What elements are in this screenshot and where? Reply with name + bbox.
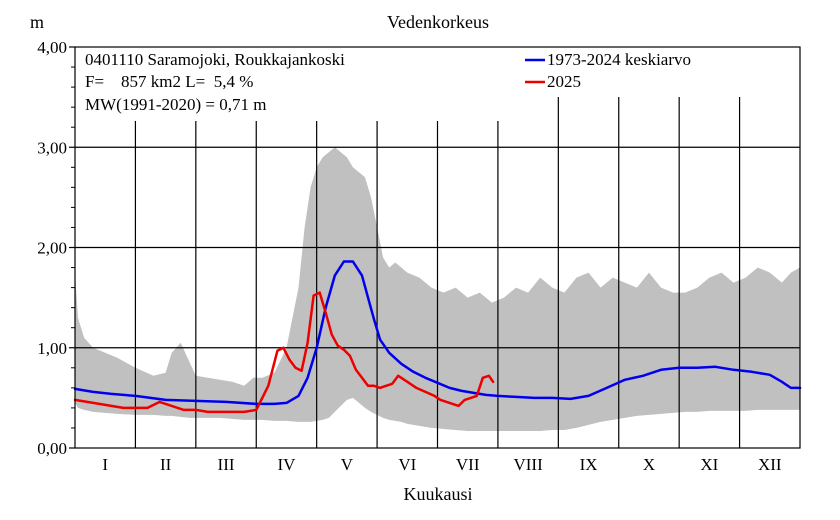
year-2025-series-line — [73, 291, 495, 414]
station-info-line-2: F= 857 km2 L= 5,4 % — [85, 72, 253, 91]
month-label: IX — [580, 455, 598, 474]
month-label: VIII — [513, 455, 543, 474]
month-label: VI — [398, 455, 416, 474]
month-label: IV — [277, 455, 296, 474]
month-label: II — [160, 455, 172, 474]
y-tick-label: 0,00 — [37, 439, 67, 458]
x-axis-label: Kuukausi — [404, 484, 473, 504]
station-info-line-3: MW(1991-2020) = 0,71 m — [85, 95, 266, 114]
axis-layer: 0,001,002,003,004,00I II III IV V VI VII VIII IX… — [37, 38, 782, 474]
y-tick-label: 2,00 — [37, 239, 67, 258]
y-tick-label: 3,00 — [37, 138, 67, 157]
mean-series-line — [73, 260, 802, 406]
month-label: XII — [758, 455, 782, 474]
y-tick-label: 1,00 — [37, 339, 67, 358]
station-info-line-1: 0401110 Saramojoki, Roukkajankoski — [85, 50, 345, 69]
month-label: X — [643, 455, 655, 474]
legend-label-mean: 1973-2024 keskiarvo — [547, 50, 691, 69]
info-box — [75, 47, 530, 121]
month-label: V — [341, 455, 354, 474]
chart-title: Vedenkorkeus — [387, 12, 489, 32]
legend-box — [516, 47, 742, 97]
month-label: III — [218, 455, 235, 474]
series-layer — [73, 260, 802, 414]
month-label: VII — [456, 455, 480, 474]
y-axis-label: m — [30, 12, 44, 32]
month-label: XI — [700, 455, 718, 474]
y-tick-label: 4,00 — [37, 38, 67, 57]
month-label: I — [102, 455, 108, 474]
legend-label-2025: 2025 — [547, 72, 581, 91]
